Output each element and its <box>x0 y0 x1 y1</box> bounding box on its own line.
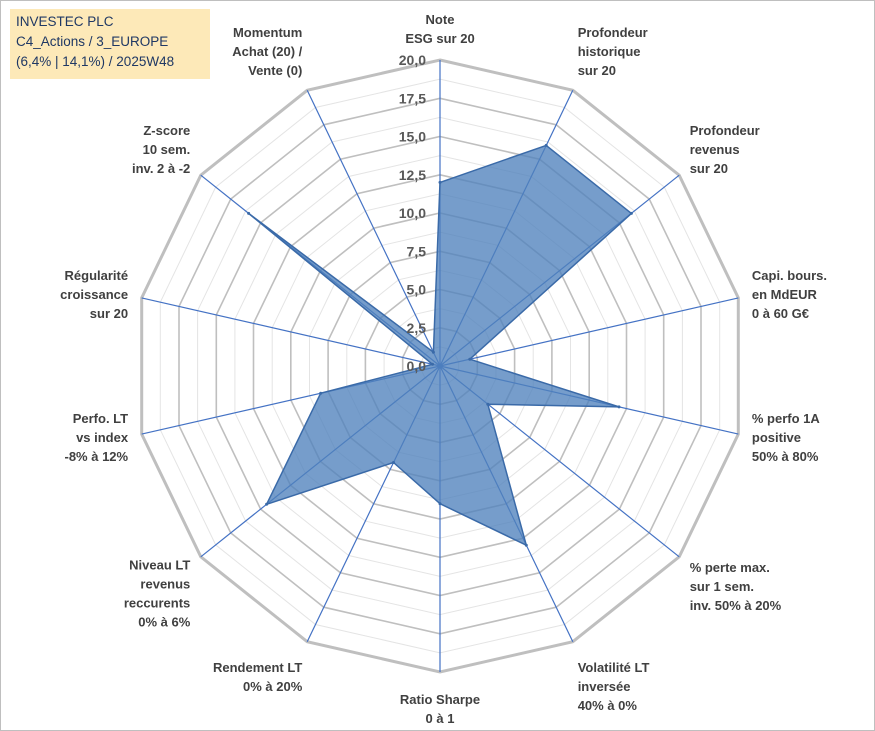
axis-label: Rendement LT 0% à 20% <box>213 660 303 694</box>
axis-label-line: Note <box>426 12 455 27</box>
title-stats: (6,4% | 14,1%) / 2025W48 <box>16 54 175 69</box>
axis-label-line: Volatilité LT <box>578 660 650 675</box>
axis-label: Niveau LT revenus reccurents 0% à 6% <box>124 557 191 629</box>
axis-label-line: en MdEUR <box>752 287 818 302</box>
axis-label-line: 0 à 1 <box>426 711 455 726</box>
tick-label: 15,0 <box>399 129 426 145</box>
axis-label: Note ESG sur 20 <box>405 12 474 46</box>
axis-label-line: % perte max. <box>690 560 770 575</box>
axis-label-line: Profondeur <box>578 25 648 40</box>
tick-label: 17,5 <box>399 90 426 106</box>
axis-label-line: sur 20 <box>690 161 728 176</box>
axis-label: Momentum Achat (20) / Vente (0) <box>232 25 302 78</box>
series-point <box>468 357 472 361</box>
series-point <box>431 350 435 354</box>
axis-spoke <box>306 90 441 367</box>
axis-label: Profondeur revenus sur 20 <box>690 123 760 176</box>
axis-label-line: Régularité <box>65 268 129 283</box>
tick-label: 5,0 <box>407 282 427 298</box>
series-point <box>392 461 395 464</box>
axis-label-line: sur 1 sem. <box>690 579 754 594</box>
axis-label-line: sur 20 <box>578 63 616 78</box>
axis-label: % perte max. sur 1 sem. inv. 50% à 20% <box>690 560 782 613</box>
axis-label-line: vs index <box>76 430 129 445</box>
axis-label-line: ESG sur 20 <box>405 31 474 46</box>
series-point <box>431 362 434 366</box>
series-point <box>544 143 548 147</box>
axis-label-line: 0 à 60 G€ <box>752 306 809 321</box>
axis-label: Perfo. LT vs index -8% à 12% <box>65 411 129 464</box>
series-point <box>319 391 323 395</box>
radar-series <box>247 143 633 547</box>
tick-label: 7,5 <box>407 243 427 259</box>
axis-label-line: 40% à 0% <box>578 698 638 713</box>
axis-label-line: 50% à 80% <box>752 449 819 464</box>
series-point <box>486 402 490 406</box>
tick-label: 0,0 <box>407 358 427 374</box>
axis-label-line: inversée <box>578 679 631 694</box>
axis-label-line: Momentum <box>233 25 302 40</box>
axis-label-line: Vente (0) <box>248 63 302 78</box>
tick-label: 20,0 <box>399 52 426 68</box>
axis-label: Régularité croissance sur 20 <box>60 268 128 321</box>
tick-label: 2,5 <box>407 320 427 336</box>
axis-label: Capi. bours. en MdEUR 0 à 60 G€ <box>752 268 827 321</box>
axis-label-line: -8% à 12% <box>65 449 129 464</box>
axis-label-line: historique <box>578 44 641 59</box>
axis-label: % perfo 1A positive 50% à 80% <box>752 411 821 464</box>
axis-label-line: inv. 50% à 20% <box>690 598 782 613</box>
axis-label-line: sur 20 <box>90 306 128 321</box>
axis-label-line: revenus <box>140 576 190 591</box>
axis-label-line: 0% à 20% <box>243 679 303 694</box>
axis-label-line: reccurents <box>124 595 190 610</box>
axis-label: Volatilité LT inversée 40% à 0% <box>578 660 650 713</box>
axis-spoke <box>439 297 739 367</box>
title-company: INVESTEC PLC <box>16 14 114 29</box>
radar-axis-labels: Note ESG sur 20 Profondeur historique sur 20… <box>60 12 827 726</box>
axis-label-line: 0% à 6% <box>138 614 190 629</box>
title-category: C4_Actions / 3_EUROPE <box>16 34 169 49</box>
axis-label-line: Niveau LT <box>129 557 190 572</box>
axis-label-line: croissance <box>60 287 128 302</box>
axis-label-line: % perfo 1A <box>752 411 821 426</box>
axis-label-line: Perfo. LT <box>73 411 128 426</box>
series-point <box>524 543 528 547</box>
axis-label-line: Ratio Sharpe <box>400 692 480 707</box>
series-point <box>617 405 621 409</box>
series-point <box>438 180 442 184</box>
axis-label-line: 10 sem. <box>143 142 191 157</box>
series-point <box>438 502 442 506</box>
radar-tick-labels: 0,0 2,5 5,0 7,5 10,0 12,5 15,0 17,5 20,0 <box>399 52 426 374</box>
axis-label: Ratio Sharpe 0 à 1 <box>400 692 480 726</box>
axis-label: Z-score 10 sem. inv. 2 à -2 <box>132 123 190 176</box>
axis-label-line: Capi. bours. <box>752 268 827 283</box>
axis-spoke <box>141 297 441 367</box>
axis-label-line: Achat (20) / <box>232 44 302 59</box>
axis-label: Profondeur historique sur 20 <box>578 25 648 78</box>
axis-label-line: inv. 2 à -2 <box>132 161 190 176</box>
tick-label: 12,5 <box>399 167 426 183</box>
series-area <box>247 144 633 546</box>
axis-label-line: Profondeur <box>690 123 760 138</box>
axis-label-line: Z-score <box>143 123 190 138</box>
chart-title-box: INVESTEC PLC C4_Actions / 3_EUROPE (6,4%… <box>10 9 210 79</box>
tick-label: 10,0 <box>399 205 426 221</box>
axis-label-line: positive <box>752 430 801 445</box>
series-point <box>265 502 269 506</box>
axis-label-line: Rendement LT <box>213 660 302 675</box>
series-point <box>247 211 251 215</box>
axis-label-line: revenus <box>690 142 740 157</box>
series-point <box>629 211 633 215</box>
